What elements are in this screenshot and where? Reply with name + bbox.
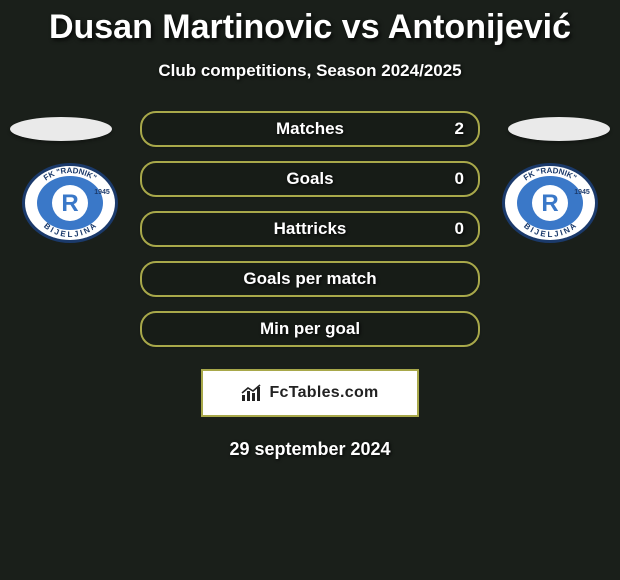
radnik-bijeljina-crest-icon: R FK "RADNIK" B I J E L J I N A 1945: [20, 161, 120, 245]
stat-right-value: 0: [455, 213, 464, 245]
player-photo-placeholder-right: [508, 117, 610, 141]
stat-bars: Matches 2 Goals 0 Hattricks 0 Goals per …: [140, 111, 480, 347]
stat-label: Goals per match: [142, 263, 478, 295]
stat-row-goals: Goals 0: [140, 161, 480, 197]
radnik-bijeljina-crest-icon: R FK "RADNIK" B I J E L J I N A 1945: [500, 161, 600, 245]
svg-text:1945: 1945: [94, 189, 110, 196]
svg-text:R: R: [541, 190, 558, 217]
comparison-body: R FK "RADNIK" B I J E L J I N A 1945 R F…: [0, 111, 620, 347]
date-text: 29 september 2024: [0, 439, 620, 460]
brand-badge: FcTables.com: [201, 369, 419, 417]
club-crest-left: R FK "RADNIK" B I J E L J I N A 1945: [20, 161, 120, 245]
svg-text:1945: 1945: [574, 189, 590, 196]
stat-row-min-per-goal: Min per goal: [140, 311, 480, 347]
stat-label: Goals: [142, 163, 478, 195]
subtitle: Club competitions, Season 2024/2025: [0, 61, 620, 81]
player-photo-placeholder-left: [10, 117, 112, 141]
svg-text:R: R: [61, 190, 78, 217]
stat-label: Matches: [142, 113, 478, 145]
stat-right-value: 0: [455, 163, 464, 195]
stat-label: Min per goal: [142, 313, 478, 345]
stat-right-value: 2: [455, 113, 464, 145]
stat-row-hattricks: Hattricks 0: [140, 211, 480, 247]
club-crest-right: R FK "RADNIK" B I J E L J I N A 1945: [500, 161, 600, 245]
brand-text: FcTables.com: [269, 384, 378, 402]
stat-row-matches: Matches 2: [140, 111, 480, 147]
comparison-card: Dusan Martinovic vs Antonijević Club com…: [0, 0, 620, 580]
stat-label: Hattricks: [142, 213, 478, 245]
stat-row-goals-per-match: Goals per match: [140, 261, 480, 297]
bar-chart-icon: [241, 384, 263, 402]
page-title: Dusan Martinovic vs Antonijević: [0, 8, 620, 47]
